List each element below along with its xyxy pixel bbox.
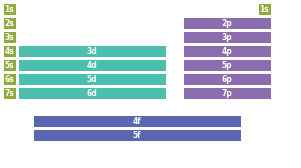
Text: 3s: 3s [5, 32, 14, 41]
Text: 5s: 5s [5, 60, 14, 70]
FancyBboxPatch shape [18, 59, 166, 71]
FancyBboxPatch shape [259, 4, 271, 14]
Text: 5p: 5p [222, 60, 232, 70]
FancyBboxPatch shape [18, 88, 166, 98]
Text: 2s: 2s [5, 18, 14, 28]
Text: 3p: 3p [222, 32, 232, 41]
FancyBboxPatch shape [18, 74, 166, 85]
FancyBboxPatch shape [4, 4, 15, 14]
Text: 1s: 1s [260, 5, 269, 13]
Text: 4d: 4d [87, 60, 98, 70]
Text: 6s: 6s [5, 74, 14, 83]
Text: 4p: 4p [222, 47, 232, 55]
FancyBboxPatch shape [33, 130, 240, 140]
Text: 7p: 7p [222, 89, 232, 97]
Text: 4f: 4f [133, 116, 141, 125]
FancyBboxPatch shape [4, 17, 15, 29]
FancyBboxPatch shape [4, 88, 15, 98]
Text: 3d: 3d [87, 47, 98, 55]
FancyBboxPatch shape [4, 46, 15, 56]
FancyBboxPatch shape [4, 59, 15, 71]
FancyBboxPatch shape [33, 116, 240, 127]
FancyBboxPatch shape [184, 46, 271, 56]
Text: 5f: 5f [133, 131, 141, 139]
FancyBboxPatch shape [184, 74, 271, 85]
Text: 6p: 6p [222, 74, 232, 83]
FancyBboxPatch shape [18, 46, 166, 56]
Text: 2p: 2p [222, 18, 232, 28]
Text: 6d: 6d [87, 89, 98, 97]
FancyBboxPatch shape [184, 59, 271, 71]
FancyBboxPatch shape [184, 32, 271, 43]
Text: 7s: 7s [5, 89, 14, 97]
Text: 4s: 4s [5, 47, 14, 55]
Text: 1s: 1s [5, 5, 14, 13]
FancyBboxPatch shape [184, 17, 271, 29]
FancyBboxPatch shape [4, 32, 15, 43]
FancyBboxPatch shape [4, 74, 15, 85]
FancyBboxPatch shape [184, 88, 271, 98]
Text: 5d: 5d [87, 74, 97, 83]
